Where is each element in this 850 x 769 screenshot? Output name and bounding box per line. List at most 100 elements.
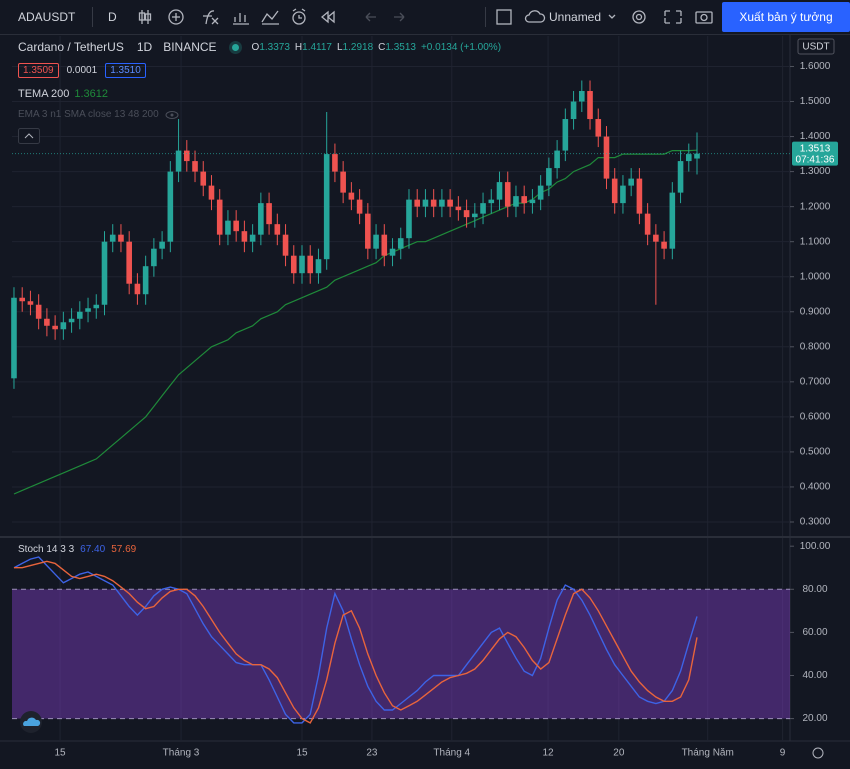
legend-exchange: BINANCE [163,40,217,54]
candle-body [669,192,676,249]
candle-body [603,136,610,179]
candle-body [455,206,462,211]
x-tick-label: 9 [780,748,786,759]
candle-body [661,241,667,249]
last-price-box [792,141,838,166]
candles-icon[interactable] [138,10,152,24]
y-tick-label: 1.3000 [800,166,831,177]
candle-body [381,234,388,256]
candle-body [225,220,231,235]
collapse-legend[interactable] [18,128,40,144]
x-tick-label: 23 [366,748,378,759]
ema-legend: EMA 3 n1 SMA close 13 48 200 [18,109,180,120]
stoch-k-value: 67.40 [80,544,106,555]
ask[interactable]: 1.3510 [105,63,146,78]
layout-icon[interactable] [494,0,514,34]
candle-body [348,192,355,200]
x-tick-label: 15 [54,748,66,759]
replay-icon[interactable] [320,10,335,24]
fx-icon[interactable] [203,10,219,25]
publish-button[interactable]: Xuất bản ý tưởng [722,2,850,32]
right-icons [608,10,713,24]
tema-legend: TEMA 200 1.3612 [18,88,108,100]
candle-body [332,154,338,172]
cloud-icon[interactable] [524,0,546,34]
candle-body [653,234,659,242]
candle-body [463,210,470,218]
ohlc-prefix: C [378,41,386,53]
time-settings-icon[interactable] [812,747,824,759]
templates-icon[interactable] [233,13,249,25]
compare-icon[interactable] [261,10,279,25]
candle-body [134,283,141,295]
candle-body [356,199,363,214]
candle-body [677,161,684,193]
x-tick-label: 12 [542,748,554,759]
fullscreen-icon[interactable] [664,10,682,24]
alert-icon[interactable] [292,8,306,25]
stoch-band [12,589,790,719]
stoch-line [13,556,698,724]
candle-body [93,304,100,309]
y-tick-label: 1.0000 [800,271,831,282]
candle-body [537,185,544,200]
bid-ask: 1.3509 0.0001 1.3510 [18,63,146,78]
collapse-icon[interactable] [18,128,40,144]
candle-body [258,203,264,235]
candle-body [472,213,478,218]
price-unit: USDT [802,42,829,53]
top-toolbar: ADAUSDT D Unnamed [0,0,850,35]
candle-body [636,178,643,214]
bid[interactable]: 1.3509 [18,63,59,78]
ohlc-low: 1.2918 [342,41,374,53]
candle-body [513,196,519,207]
candle-body [192,161,198,172]
candle-body [266,203,272,225]
indicator-add-icon[interactable] [168,9,184,25]
snapshot-icon[interactable] [695,11,713,24]
candle-body [685,154,692,162]
settings-icon[interactable] [632,10,646,24]
candle-body [307,255,314,274]
hidden-icon[interactable] [164,110,180,120]
layout-name[interactable]: Unnamed [549,10,602,24]
candle-body [274,224,281,235]
candle-body [430,199,437,207]
y-tick-label: 20.00 [802,713,827,724]
ohlc-prefix: O [251,41,260,53]
candle-body [554,150,560,169]
ohlc-prefix: H [294,41,303,53]
dropdown[interactable] [608,14,616,19]
y-tick-label: 40.00 [802,670,827,681]
candle-body [546,168,552,186]
candle-body [529,199,536,204]
candle-body [167,171,174,242]
candle-body [323,154,330,260]
tema-value: 1.3612 [74,88,109,100]
candle-body [85,308,91,312]
candle-body [620,185,626,204]
redo[interactable] [394,12,405,22]
candle-body [241,231,248,242]
candle-body [480,203,486,214]
candle-body [126,241,132,284]
candle-body [365,213,371,249]
candle-body [562,119,569,151]
candle-body [208,185,215,200]
undo[interactable] [365,12,376,22]
y-tick-label: 1.4000 [800,131,831,142]
candle-body [109,234,116,242]
candle-body [299,255,305,274]
candle-body [27,301,34,305]
candle-body [595,119,602,137]
candle-body [488,199,495,204]
stoch-line [14,560,698,724]
candle-body [397,238,404,249]
interval[interactable]: D [108,10,117,24]
symbol[interactable]: ADAUSDT [18,10,76,24]
candle-body [101,241,108,305]
separator [485,7,486,27]
candle-body [60,322,67,330]
